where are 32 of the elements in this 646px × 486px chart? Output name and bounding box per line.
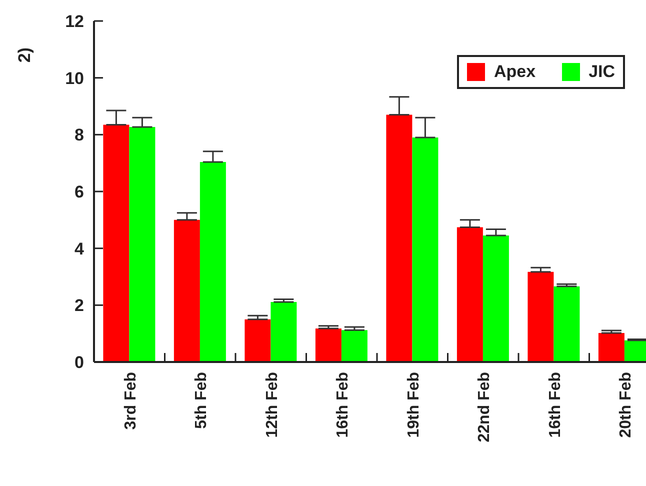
bar — [270, 302, 297, 362]
bar — [200, 162, 226, 362]
bar — [482, 236, 509, 362]
bar — [244, 319, 271, 362]
x-tick-label: 16th Feb — [546, 372, 564, 438]
y-tick-label: 2 — [74, 296, 84, 316]
bar — [456, 227, 483, 362]
x-tick-label: 5th Feb — [193, 372, 210, 429]
bar — [412, 138, 438, 362]
y-tick-label: 4 — [74, 239, 85, 258]
x-tick-label: 12th Feb — [264, 372, 281, 438]
bar — [554, 286, 580, 362]
y-tick-label: 6 — [74, 182, 84, 202]
y-tick-label: 10 — [65, 68, 84, 88]
bar — [129, 126, 156, 362]
y-tick-label: 0 — [74, 352, 84, 372]
x-tick-label: 22nd Feb — [476, 372, 494, 442]
x-tick-label: 16th Feb — [334, 372, 352, 438]
y-tick-label: 8 — [74, 126, 84, 145]
bar — [386, 114, 412, 362]
x-tick-label: 3rd Feb — [122, 372, 140, 430]
legend-label: Apex — [494, 62, 536, 82]
x-tick-label: 19th Feb — [405, 372, 422, 438]
bar — [341, 330, 368, 362]
bar — [103, 124, 130, 362]
x-tick-label: 20th Feb — [618, 372, 635, 438]
y-tick-label: 12 — [65, 12, 84, 31]
bar — [315, 328, 342, 362]
bar — [528, 272, 554, 362]
legend-label: JIC — [588, 62, 616, 82]
bar — [174, 220, 200, 362]
y-axis-title: 2) — [15, 47, 34, 63]
